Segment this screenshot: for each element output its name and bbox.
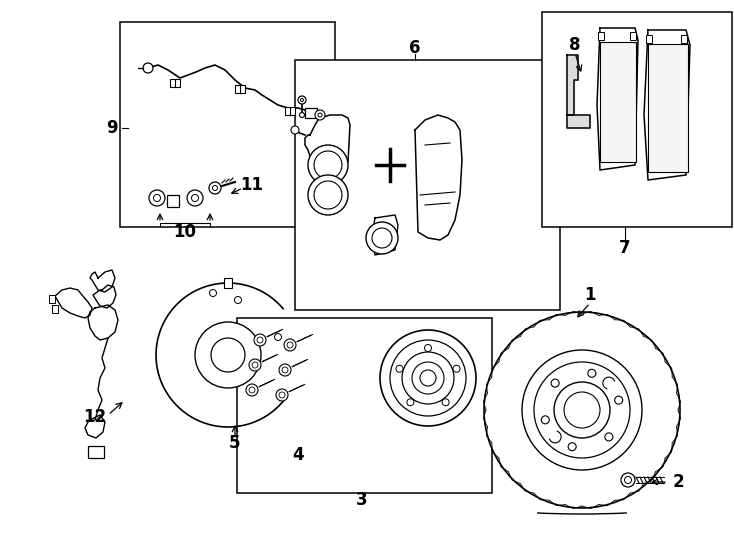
Polygon shape	[567, 115, 590, 128]
Circle shape	[315, 110, 325, 120]
Text: 5: 5	[229, 434, 241, 452]
Bar	[120, 22, 335, 227]
Circle shape	[396, 365, 403, 372]
Circle shape	[279, 392, 285, 398]
Circle shape	[252, 362, 258, 368]
Circle shape	[279, 364, 291, 376]
Bar	[170, 79, 180, 87]
Circle shape	[420, 370, 436, 386]
Circle shape	[453, 365, 460, 372]
Circle shape	[541, 416, 549, 424]
Circle shape	[249, 387, 255, 393]
Circle shape	[314, 181, 342, 209]
Circle shape	[390, 340, 466, 416]
Circle shape	[318, 113, 322, 117]
Circle shape	[625, 476, 631, 483]
Circle shape	[275, 334, 282, 341]
Bar	[646, 35, 652, 43]
Circle shape	[534, 362, 630, 458]
Circle shape	[366, 222, 398, 254]
Circle shape	[234, 296, 241, 303]
Text: 8: 8	[570, 36, 581, 54]
Bar	[49, 295, 55, 303]
Circle shape	[551, 379, 559, 387]
Text: 1: 1	[584, 286, 596, 304]
Circle shape	[282, 367, 288, 373]
Bar	[600, 42, 636, 162]
Circle shape	[299, 112, 305, 118]
Circle shape	[257, 337, 263, 343]
Circle shape	[522, 350, 642, 470]
Circle shape	[211, 338, 245, 372]
Bar	[681, 35, 687, 43]
Text: 7: 7	[619, 239, 631, 257]
Circle shape	[276, 389, 288, 401]
Circle shape	[614, 396, 622, 404]
Circle shape	[424, 345, 432, 352]
Bar	[542, 12, 732, 227]
Circle shape	[564, 392, 600, 428]
Bar	[237, 318, 492, 493]
Bar	[648, 44, 688, 172]
Text: 10: 10	[173, 223, 197, 241]
Text: 9: 9	[106, 119, 118, 137]
Circle shape	[621, 473, 635, 487]
Text: 2: 2	[672, 473, 684, 491]
Circle shape	[246, 384, 258, 396]
Text: 4: 4	[292, 446, 304, 464]
Circle shape	[412, 362, 444, 394]
Text: 6: 6	[410, 39, 421, 57]
Circle shape	[291, 126, 299, 134]
Circle shape	[192, 194, 198, 201]
Circle shape	[209, 182, 221, 194]
Circle shape	[314, 151, 342, 179]
Bar	[88, 446, 104, 458]
Bar	[285, 107, 295, 115]
Circle shape	[209, 289, 217, 296]
Bar	[224, 278, 232, 288]
Circle shape	[568, 443, 576, 451]
Circle shape	[308, 145, 348, 185]
Circle shape	[554, 382, 610, 438]
Bar	[598, 32, 604, 40]
Circle shape	[143, 63, 153, 73]
Circle shape	[187, 190, 203, 206]
Circle shape	[149, 190, 165, 206]
Bar	[167, 195, 179, 207]
Circle shape	[484, 312, 680, 508]
Circle shape	[380, 330, 476, 426]
Text: 12: 12	[84, 408, 106, 426]
Text: 11: 11	[241, 176, 264, 194]
Circle shape	[284, 339, 296, 351]
Circle shape	[605, 433, 613, 441]
Circle shape	[195, 322, 261, 388]
Circle shape	[442, 399, 449, 406]
Bar	[630, 32, 636, 40]
Bar	[305, 108, 317, 118]
Circle shape	[254, 334, 266, 346]
Circle shape	[402, 352, 454, 404]
Polygon shape	[567, 55, 578, 115]
Circle shape	[588, 369, 596, 377]
Circle shape	[153, 194, 161, 201]
Circle shape	[300, 98, 303, 102]
Circle shape	[407, 399, 414, 406]
Bar	[52, 305, 58, 313]
Circle shape	[213, 186, 217, 191]
Circle shape	[287, 342, 293, 348]
Text: 3: 3	[356, 491, 368, 509]
Circle shape	[298, 96, 306, 104]
Bar	[295, 60, 560, 310]
Bar	[235, 85, 245, 93]
Circle shape	[249, 359, 261, 371]
Circle shape	[308, 175, 348, 215]
Circle shape	[372, 228, 392, 248]
